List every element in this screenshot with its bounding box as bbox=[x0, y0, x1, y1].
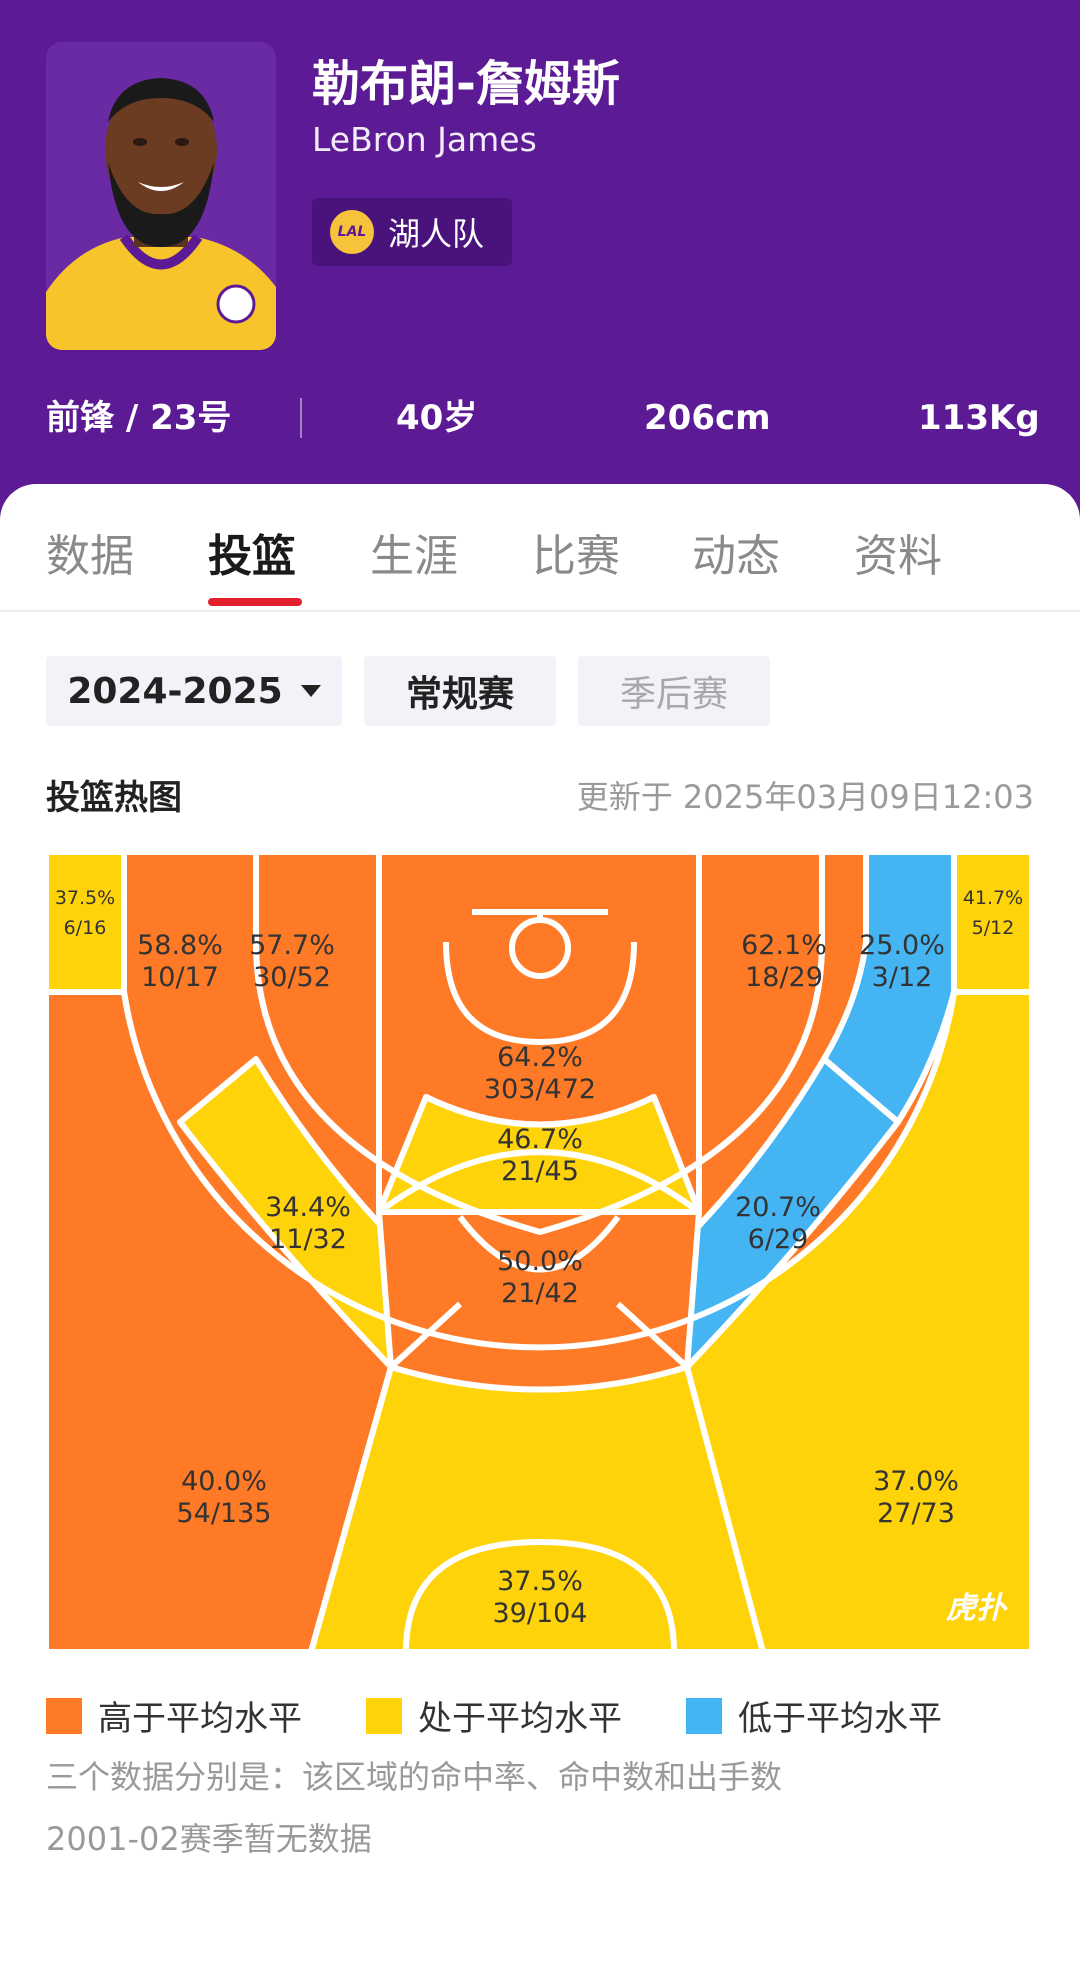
label-right-wing-3-pct: 37.0% bbox=[873, 1466, 959, 1497]
legend-above-label: 高于平均水平 bbox=[98, 1699, 302, 1739]
label-right-elbow-mid-made: 6/29 bbox=[748, 1224, 809, 1255]
team-name: 湖人队 bbox=[388, 215, 485, 253]
tab-data[interactable]: 数据 bbox=[46, 531, 134, 582]
season-value: 2024-2025 bbox=[67, 670, 283, 712]
label-right-baseline-mid-made: 3/12 bbox=[872, 962, 933, 993]
label-left-corner-3-made: 6/16 bbox=[64, 917, 107, 939]
label-left-baseline-mid-pct: 58.8% bbox=[137, 930, 223, 961]
label-right-elbow-mid-pct: 20.7% bbox=[735, 1192, 821, 1223]
label-right-short-mid-made: 18/29 bbox=[745, 962, 823, 993]
tab-career[interactable]: 生涯 bbox=[370, 531, 458, 582]
player-name-en: LeBron James bbox=[312, 120, 537, 159]
label-right-baseline-mid-pct: 25.0% bbox=[859, 930, 945, 961]
legend-average-label: 处于平均水平 bbox=[418, 1699, 622, 1739]
label-left-short-mid-made: 30/52 bbox=[253, 962, 331, 993]
legend-swatch-average bbox=[366, 1697, 402, 1734]
note-no-data: 2001-02赛季暂无数据 bbox=[46, 1820, 372, 1858]
label-top-key-mid-pct: 50.0% bbox=[497, 1246, 583, 1277]
legend-swatch-above bbox=[46, 1697, 82, 1734]
label-right-short-mid-pct: 62.1% bbox=[741, 930, 827, 961]
legend-below: 低于平均水平 bbox=[686, 1691, 942, 1740]
heatmap-legend: 高于平均水平 处于平均水平 低于平均水平 bbox=[46, 1691, 1046, 1741]
label-right-corner-3-pct: 41.7% bbox=[963, 887, 1023, 909]
label-restricted-area-pct: 64.2% bbox=[497, 1042, 583, 1073]
season-select[interactable]: 2024-2025 bbox=[46, 656, 342, 726]
legend-average: 处于平均水平 bbox=[366, 1691, 622, 1740]
regular-season-label: 常规赛 bbox=[405, 674, 514, 715]
label-right-wing-3-made: 27/73 bbox=[877, 1498, 955, 1529]
caret-down-icon bbox=[300, 685, 321, 697]
label-top-key-mid-made: 21/42 bbox=[501, 1278, 579, 1309]
label-right-corner-3-made: 5/12 bbox=[972, 917, 1015, 939]
regular-season-button[interactable]: 常规赛 bbox=[364, 656, 556, 726]
team-chip[interactable]: LAL 湖人队 bbox=[312, 198, 513, 266]
label-left-baseline-mid-made: 10/17 bbox=[141, 962, 219, 993]
label-left-wing-3-made: 54/135 bbox=[177, 1498, 272, 1529]
content-card: 数据 投篮 生涯 比赛 动态 资料 2024-2025 常规赛 季后赛 投篮热图… bbox=[0, 484, 1080, 1963]
tab-profile[interactable]: 资料 bbox=[854, 531, 942, 582]
updated-time: 更新于 2025年03月09日12:03 bbox=[576, 778, 1034, 816]
player-photo bbox=[46, 42, 276, 350]
label-paint-non-ra-made: 21/45 bbox=[501, 1156, 579, 1187]
legend-above: 高于平均水平 bbox=[46, 1691, 302, 1740]
label-restricted-area-made: 303/472 bbox=[484, 1074, 596, 1105]
playoffs-label: 季后赛 bbox=[619, 674, 728, 715]
position-number: 前锋 / 23号 bbox=[46, 398, 232, 438]
active-tab-indicator bbox=[208, 598, 302, 606]
shot-heatmap: 37.5% 6/16 58.8% 10/17 57.7% 30/52 64.2%… bbox=[46, 852, 1032, 1652]
player-age: 40岁 bbox=[396, 398, 478, 438]
label-left-elbow-mid-made: 11/32 bbox=[269, 1224, 347, 1255]
heatmap-title: 投篮热图 bbox=[46, 778, 182, 818]
label-left-wing-3-pct: 40.0% bbox=[181, 1466, 267, 1497]
legend-below-label: 低于平均水平 bbox=[738, 1699, 942, 1739]
zone-top-key-mid bbox=[376, 1209, 702, 1393]
tab-bar: 数据 投篮 生涯 比赛 动态 资料 bbox=[0, 484, 1080, 612]
divider bbox=[300, 398, 302, 438]
player-weight: 113Kg bbox=[918, 398, 1040, 438]
label-paint-non-ra-pct: 46.7% bbox=[497, 1124, 583, 1155]
label-left-short-mid-pct: 57.7% bbox=[249, 930, 335, 961]
tab-shooting[interactable]: 投篮 bbox=[208, 531, 296, 582]
label-top-3-made: 39/104 bbox=[493, 1598, 588, 1629]
player-header: 勒布朗-詹姆斯 LeBron James LAL 湖人队 前锋 / 23号 40… bbox=[0, 0, 1080, 520]
lakers-logo-icon: LAL bbox=[330, 210, 374, 254]
player-info-bar: 前锋 / 23号 40岁 206cm 113Kg bbox=[0, 390, 1080, 446]
player-name-cn: 勒布朗-詹姆斯 bbox=[312, 56, 620, 112]
team-logo-text: LAL bbox=[337, 224, 367, 240]
note-explanation: 三个数据分别是：该区域的命中率、命中数和出手数 bbox=[46, 1758, 783, 1796]
legend-swatch-below bbox=[686, 1697, 722, 1734]
player-height: 206cm bbox=[644, 398, 771, 438]
playoffs-button[interactable]: 季后赛 bbox=[578, 656, 770, 726]
label-top-3-pct: 37.5% bbox=[497, 1566, 583, 1597]
label-left-corner-3-pct: 37.5% bbox=[55, 887, 115, 909]
label-left-elbow-mid-pct: 34.4% bbox=[265, 1192, 351, 1223]
tab-games[interactable]: 比赛 bbox=[532, 531, 620, 582]
tab-news[interactable]: 动态 bbox=[692, 531, 780, 582]
hupu-watermark: 虎扑 bbox=[946, 1591, 1008, 1626]
